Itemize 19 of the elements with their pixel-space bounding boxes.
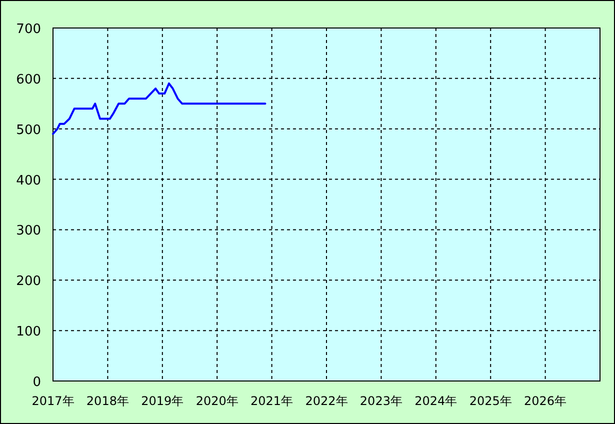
y-tick-label: 0 (32, 375, 41, 390)
x-tick-label: 2017年 (32, 394, 74, 408)
x-tick-label: 2018年 (86, 394, 129, 408)
y-tick-label: 700 (16, 22, 41, 37)
x-tick-label: 2026年 (524, 394, 567, 408)
x-tick-label: 2021年 (250, 394, 294, 408)
x-tick-label: 2024年 (414, 394, 458, 408)
y-tick-label: 100 (16, 324, 41, 340)
y-tick-label: 200 (16, 274, 41, 290)
y-tick-label: 300 (16, 224, 41, 239)
y-tick-label: 500 (16, 122, 41, 138)
x-tick-label: 2023年 (360, 394, 402, 408)
x-tick-label: 2025年 (469, 394, 512, 408)
y-tick-label: 400 (16, 173, 41, 188)
line-series (52, 82, 266, 135)
x-tick-label: 2022年 (305, 394, 348, 408)
y-tick-label: 600 (16, 72, 41, 88)
x-tick-label: 2019年 (141, 394, 184, 408)
x-tick-label: 2020年 (196, 394, 238, 408)
